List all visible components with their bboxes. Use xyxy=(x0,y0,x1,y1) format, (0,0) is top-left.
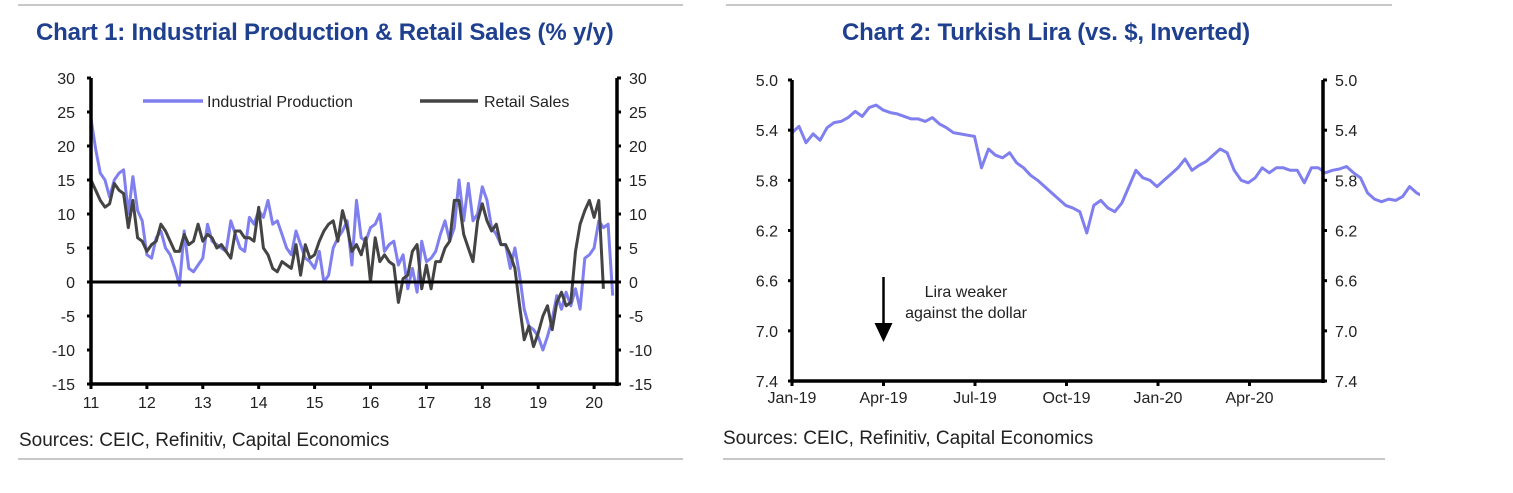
left-y-tick-label: 6.6 xyxy=(756,274,778,291)
legend-label-industrial-production: Industrial Production xyxy=(207,94,353,111)
left-y-tick-label: -15 xyxy=(52,377,75,394)
chart-2-source: Sources: CEIC, Refinitiv, Capital Econom… xyxy=(723,428,1094,449)
left-y-tick-label: 30 xyxy=(57,71,75,88)
right-y-tick-label: 7.4 xyxy=(1335,374,1357,391)
x-tick-label: Jan-19 xyxy=(768,390,817,407)
series-line-retail-sales xyxy=(89,179,605,349)
right-y-tick-label: 6.6 xyxy=(1335,274,1357,291)
x-tick-label: 14 xyxy=(250,395,268,412)
left-y-tick-label: 5.8 xyxy=(756,173,778,190)
left-y-tick-label: 5.4 xyxy=(756,123,778,140)
right-y-tick-label: 10 xyxy=(629,207,647,224)
right-y-tick-label: 15 xyxy=(629,173,647,190)
x-tick-label: Apr-19 xyxy=(859,390,907,407)
left-y-tick-label: 20 xyxy=(57,139,75,156)
right-y-tick-label: 25 xyxy=(629,105,647,122)
x-tick-label: 15 xyxy=(306,395,324,412)
x-tick-label: Oct-19 xyxy=(1042,390,1090,407)
left-y-tick-label: 7.4 xyxy=(756,374,778,391)
right-y-tick-label: 0 xyxy=(629,275,638,292)
x-tick-label: 18 xyxy=(473,395,491,412)
left-y-tick-label: 15 xyxy=(57,173,75,190)
left-y-tick-label: 0 xyxy=(66,275,75,292)
chart-1-bottom-rule xyxy=(18,458,683,460)
right-y-tick-label: 20 xyxy=(629,139,647,156)
x-tick-label: Apr-20 xyxy=(1225,390,1273,407)
x-tick-label: 12 xyxy=(138,395,156,412)
left-y-tick-label: -10 xyxy=(52,343,75,360)
right-y-tick-label: 5.8 xyxy=(1335,173,1357,190)
x-tick-label: 11 xyxy=(83,395,100,412)
chart-1-title: Chart 1: Industrial Production & Retail … xyxy=(36,19,614,46)
left-y-tick-label: 5.0 xyxy=(756,73,778,90)
left-y-tick-label: -5 xyxy=(61,309,75,326)
chart-2-plot: 5.0 5.0 5.4 5.4 5.8 5.8 6.2 6.2 6.6 6.6 7.0 7.0 7.4 7… xyxy=(756,73,1420,407)
x-tick-label: 13 xyxy=(194,395,212,412)
x-tick-label: 20 xyxy=(585,395,603,412)
chart-1-source: Sources: CEIC, Refinitiv, Capital Econom… xyxy=(19,430,390,451)
chart-1-panel: Chart 1: Industrial Production & Retail … xyxy=(0,0,700,493)
left-y-tick-label: 6.2 xyxy=(756,224,778,241)
right-y-tick-label: 5 xyxy=(629,241,638,258)
annotation-text-line-1: Lira weaker xyxy=(925,284,1008,301)
x-tick-label: 19 xyxy=(529,395,547,412)
left-y-tick-label: 5 xyxy=(66,241,75,258)
chart-2-top-rule xyxy=(726,4,1392,6)
right-y-tick-label: 6.2 xyxy=(1335,224,1357,241)
series-line-lira xyxy=(790,103,1420,235)
right-y-tick-label: -15 xyxy=(629,377,652,394)
right-y-tick-label: -10 xyxy=(629,343,652,360)
legend-label-retail-sales: Retail Sales xyxy=(484,94,569,111)
right-y-tick-label: 7.0 xyxy=(1335,324,1357,341)
chart-1-plot: 30 30 25 25 20 20 15 15 10 10 5 5 0 0 -5 -5 -10 -10 -15 -15… xyxy=(52,71,652,412)
right-y-tick-label: 5.0 xyxy=(1335,73,1357,90)
right-y-tick-label: 5.4 xyxy=(1335,123,1357,140)
left-y-tick-label: 10 xyxy=(57,207,75,224)
chart-2-panel: Chart 2: Turkish Lira (vs. $, Inverted) … xyxy=(720,0,1420,493)
x-tick-label: Jan-20 xyxy=(1134,390,1183,407)
chart-1-top-rule xyxy=(18,4,683,6)
x-tick-label: 17 xyxy=(418,395,436,412)
series-line-industrial-production xyxy=(89,118,615,352)
chart-2-title: Chart 2: Turkish Lira (vs. $, Inverted) xyxy=(842,19,1250,46)
right-y-tick-label: -5 xyxy=(629,309,643,326)
x-tick-label: Jul-19 xyxy=(953,390,997,407)
chart-2-bottom-rule xyxy=(723,458,1385,460)
left-y-tick-label: 25 xyxy=(57,105,75,122)
left-y-tick-label: 7.0 xyxy=(756,324,778,341)
annotation-text-line-2: against the dollar xyxy=(905,305,1028,322)
right-y-tick-label: 30 xyxy=(629,71,647,88)
x-tick-label: 16 xyxy=(362,395,380,412)
annotation-arrowhead-icon xyxy=(874,323,893,342)
